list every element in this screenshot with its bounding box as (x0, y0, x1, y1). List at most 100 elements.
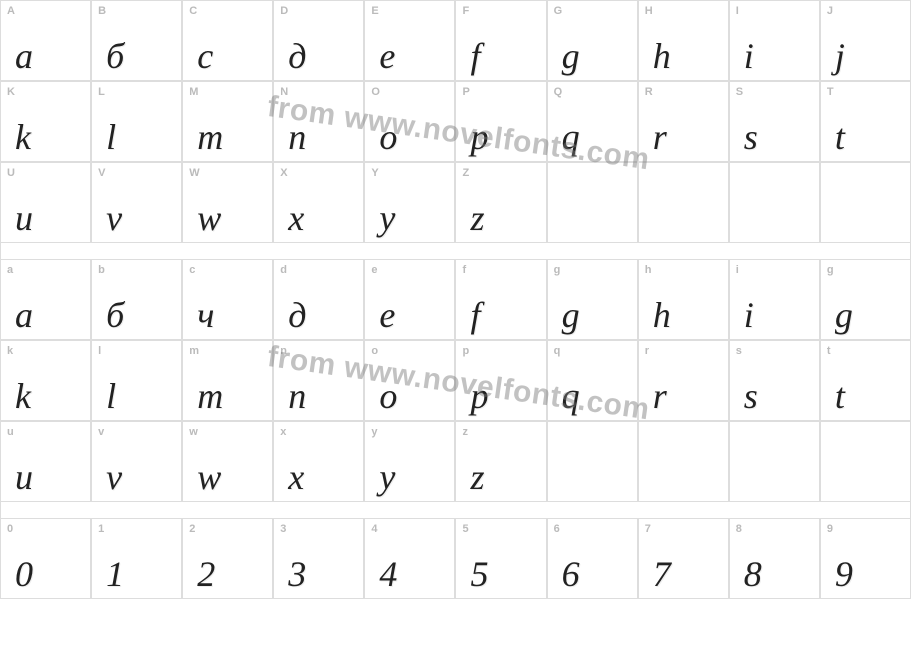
cell-label: p (462, 345, 469, 357)
cell-glyph: h (653, 38, 671, 74)
cell-label: T (827, 86, 834, 98)
cell-label: n (280, 345, 287, 357)
cell-label: 2 (189, 523, 195, 535)
cell-label: K (7, 86, 15, 98)
glyph-cell: nn (273, 340, 364, 421)
cell-label: l (98, 345, 101, 357)
cell-label: t (827, 345, 831, 357)
cell-label: 9 (827, 523, 833, 535)
glyph-cell: 55 (455, 518, 546, 599)
glyph-cell: Yy (364, 162, 455, 243)
glyph-cell: 77 (638, 518, 729, 599)
cell-glyph: 9 (835, 556, 853, 592)
cell-glyph: 1 (106, 556, 124, 592)
cell-label: g (554, 264, 561, 276)
cell-glyph: a (15, 297, 33, 333)
cell-glyph: u (15, 200, 33, 236)
glyph-cell: Rr (638, 81, 729, 162)
glyph-cell: Ww (182, 162, 273, 243)
glyph-cell: 66 (547, 518, 638, 599)
cell-label: x (280, 426, 286, 438)
cell-glyph: y (379, 459, 395, 495)
glyph-cell: 00 (0, 518, 91, 599)
cell-glyph: 2 (197, 556, 215, 592)
cell-label: h (645, 264, 652, 276)
grid-section-digits: 00112233445566778899 (0, 518, 911, 599)
glyph-cell: bб (91, 259, 182, 340)
glyph-cell (729, 162, 820, 243)
glyph-cell: aa (0, 259, 91, 340)
glyph-cell: qq (547, 340, 638, 421)
glyph-cell: Uu (0, 162, 91, 243)
glyph-cell: ww (182, 421, 273, 502)
cell-label: d (280, 264, 287, 276)
glyph-cell: oo (364, 340, 455, 421)
cell-label: O (371, 86, 380, 98)
glyph-cell: dд (273, 259, 364, 340)
section-gap (0, 502, 911, 518)
cell-label: a (7, 264, 13, 276)
cell-glyph: l (106, 378, 116, 414)
glyph-cell: Kk (0, 81, 91, 162)
glyph-cell: Tt (820, 81, 911, 162)
cell-glyph: д (288, 38, 306, 74)
glyph-cell: kk (0, 340, 91, 421)
glyph-cell: ll (91, 340, 182, 421)
cell-glyph: r (653, 378, 667, 414)
cell-glyph: i (744, 38, 754, 74)
cell-label: M (189, 86, 198, 98)
cell-label: 8 (736, 523, 742, 535)
cell-label: z (462, 426, 468, 438)
glyph-cell: ff (455, 259, 546, 340)
glyph-cell: rr (638, 340, 729, 421)
cell-label: 5 (462, 523, 468, 535)
glyph-cell (547, 162, 638, 243)
cell-glyph: 4 (379, 556, 397, 592)
cell-glyph: t (835, 378, 845, 414)
glyph-cell: Ee (364, 0, 455, 81)
cell-label: S (736, 86, 743, 98)
cell-glyph: m (197, 378, 223, 414)
glyph-cell: Zz (455, 162, 546, 243)
cell-label: 0 (7, 523, 13, 535)
glyph-cell: 88 (729, 518, 820, 599)
cell-glyph: g (835, 297, 853, 333)
cell-glyph: б (106, 38, 124, 74)
cell-glyph: q (562, 119, 580, 155)
glyph-cell: mm (182, 340, 273, 421)
cell-glyph: v (106, 459, 122, 495)
glyph-cell: gg (547, 259, 638, 340)
glyph-cell: Ii (729, 0, 820, 81)
cell-label: m (189, 345, 199, 357)
glyph-cell (638, 421, 729, 502)
glyph-cell: Ff (455, 0, 546, 81)
cell-glyph: t (835, 119, 845, 155)
cell-glyph: q (562, 378, 580, 414)
cell-label: 7 (645, 523, 651, 535)
section-gap (0, 243, 911, 259)
cell-label: s (736, 345, 742, 357)
cell-label: w (189, 426, 198, 438)
cell-glyph: r (653, 119, 667, 155)
cell-glyph: x (288, 200, 304, 236)
glyph-cell: Vv (91, 162, 182, 243)
cell-glyph: o (379, 378, 397, 414)
glyph-cell: 99 (820, 518, 911, 599)
cell-label: 6 (554, 523, 560, 535)
cell-glyph: j (835, 38, 845, 74)
cell-glyph: 3 (288, 556, 306, 592)
cell-glyph: 5 (470, 556, 488, 592)
cell-glyph: 0 (15, 556, 33, 592)
cell-label: A (7, 5, 15, 17)
cell-label: Y (371, 167, 378, 179)
cell-glyph: д (288, 297, 306, 333)
cell-glyph: m (197, 119, 223, 155)
font-character-map: AaBбCcDдEeFfGgHhIiJjKkLlMmNnOoPpQqRrSsTt… (0, 0, 911, 599)
cell-label: r (645, 345, 649, 357)
cell-glyph: o (379, 119, 397, 155)
cell-glyph: v (106, 200, 122, 236)
glyph-cell: cч (182, 259, 273, 340)
glyph-cell: 22 (182, 518, 273, 599)
cell-glyph: s (744, 119, 758, 155)
glyph-cell: Jj (820, 0, 911, 81)
